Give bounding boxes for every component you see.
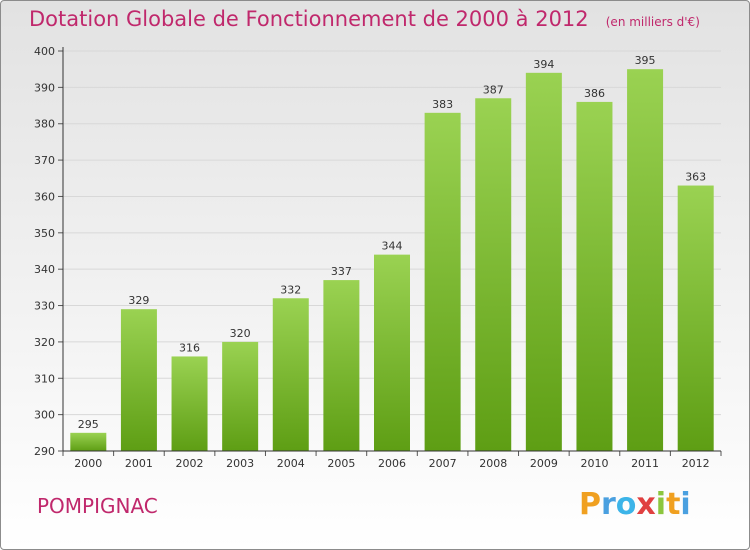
data-label: 316: [179, 341, 200, 354]
y-tick-label: 300: [34, 409, 55, 422]
data-label: 363: [685, 171, 706, 184]
bar-2002: [171, 356, 208, 451]
y-tick-label: 330: [34, 300, 55, 313]
bar-2011: [627, 69, 664, 451]
x-tick-label: 2009: [530, 457, 558, 470]
x-tick-label: 2006: [378, 457, 406, 470]
bar-2010: [576, 101, 613, 451]
bar-2009: [525, 72, 562, 452]
x-tick-label: 2001: [125, 457, 153, 470]
bar-2007: [424, 112, 461, 452]
bars: [70, 69, 714, 452]
data-label: 394: [533, 58, 554, 71]
data-label: 320: [230, 327, 251, 340]
x-tick-label: 2000: [74, 457, 102, 470]
y-tick-label: 390: [34, 81, 55, 94]
x-tick-label: 2012: [682, 457, 710, 470]
x-tick-label: 2011: [631, 457, 659, 470]
proxiti-logo: Proxiti: [579, 487, 691, 522]
x-tick-label: 2007: [429, 457, 457, 470]
data-label: 295: [78, 418, 99, 431]
y-tick-label: 320: [34, 336, 55, 349]
bar-2004: [272, 298, 309, 451]
data-label: 386: [584, 87, 605, 100]
data-label: 395: [635, 54, 656, 67]
bar-2003: [222, 341, 259, 451]
title-text: Dotation Globale de Fonctionnement de 20…: [29, 7, 589, 31]
bar-2001: [120, 309, 157, 451]
bar-2005: [323, 280, 360, 451]
bar-2012: [677, 185, 714, 451]
x-tick-label: 2005: [327, 457, 355, 470]
bar-2006: [374, 254, 410, 451]
y-tick-label: 400: [34, 45, 55, 58]
bar-2000: [70, 432, 107, 451]
data-label: 329: [128, 294, 149, 307]
x-tick-label: 2002: [176, 457, 204, 470]
x-tick-label: 2008: [479, 457, 507, 470]
data-label: 344: [382, 240, 403, 253]
y-tick-label: 370: [34, 154, 55, 167]
unit-text: (en milliers d'€): [605, 15, 700, 29]
x-tick-label: 2004: [277, 457, 305, 470]
data-label: 332: [280, 283, 301, 296]
data-label: 387: [483, 83, 504, 96]
labels: 290 300 310 320 330 340 350 360 370 380 390 400 295 2…: [34, 45, 710, 470]
x-tick-label: 2003: [226, 457, 254, 470]
axes: [58, 47, 722, 456]
bar-2008: [475, 98, 512, 451]
y-tick-label: 290: [34, 445, 55, 458]
y-tick-label: 380: [34, 118, 55, 131]
y-tick-label: 310: [34, 372, 55, 385]
y-tick-label: 360: [34, 190, 55, 203]
data-label: 337: [331, 265, 352, 278]
y-tick-label: 340: [34, 263, 55, 276]
data-label: 383: [432, 98, 453, 111]
chart-title: Dotation Globale de Fonctionnement de 20…: [29, 7, 700, 31]
x-tick-label: 2010: [580, 457, 608, 470]
y-tick-label: 350: [34, 227, 55, 240]
commune-name: POMPIGNAC: [37, 494, 158, 518]
